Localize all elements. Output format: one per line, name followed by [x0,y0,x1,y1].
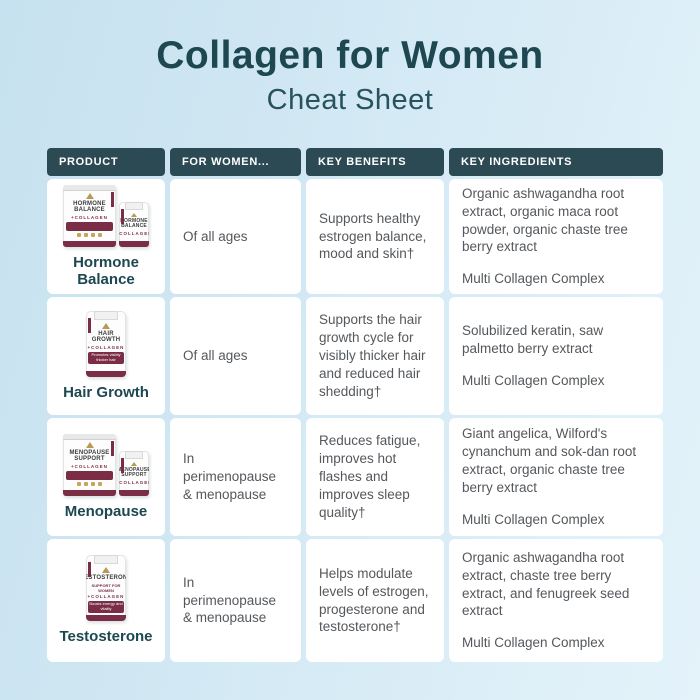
ancient-nutrition-logo-icon [131,212,137,217]
bottle-cap [94,555,118,565]
bottle-collagen-label: +COLLAGEN [119,479,149,485]
bottle-bottom-strip [86,615,126,622]
collagen-complex-text: Multi Collagen Complex [462,372,605,388]
bottle-cap [125,201,143,210]
collagen-complex-text: Multi Collagen Complex [462,511,605,527]
product-name: Menopause [64,502,148,520]
hormone-balance-bottle: HORMONE BALANCE +COLLAGEN [119,201,149,247]
key-benefits-cell: Supports healthy estrogen balance, mood … [306,179,444,294]
testosterone-bottle: TESTOSTERONE SUPPORT FOR WOMEN +COLLAGEN… [86,555,126,622]
bottle-bottom-strip [63,489,116,496]
for-women-text: Of all ages [183,348,248,364]
bottle-collagen-label: +COLLAGEN [71,214,108,220]
bottle-band [66,471,113,481]
header-for-women: FOR WOMEN... [170,148,301,176]
product-image-hair-growth: HAIR GROWTH +COLLAGEN Promotes visibly t… [86,310,126,377]
label-stripe [121,208,124,224]
ingredients-text: Solubilized keratin, saw palmetto berry … [462,323,604,357]
product-cell-hair-growth: HAIR GROWTH +COLLAGEN Promotes visibly t… [47,297,165,415]
key-benefits-text: Reduces fatigue, improves hot flashes an… [319,433,421,520]
bottle-bottom-strip [119,489,149,496]
product-image-hormone-balance: HORMONE BALANCE +COLLAGEN HORMONE BALANC… [63,184,149,247]
ingredients-text: Organic ashwagandha root extract, organi… [462,185,628,255]
bottle-collagen-label: +COLLAGEN [119,230,149,236]
bottle-title: TESTOSTERONE [86,575,126,582]
tub-lid [63,433,116,440]
bottle-collagen-label: +COLLAGEN [71,464,108,470]
bottle-collagen-label: +COLLAGEN [87,345,125,351]
key-ingredients-cell: Organic ashwagandha root extract, chaste… [449,539,663,662]
bottle-bottom-strip [63,240,116,247]
bottle-band [66,221,113,231]
hair-growth-bottle: HAIR GROWTH +COLLAGEN Promotes visibly t… [86,310,126,377]
bottle-title: HORMONE BALANCE [73,200,106,214]
key-benefits-text: Helps modulate levels of estrogen, proge… [319,565,429,635]
ancient-nutrition-logo-icon [102,322,110,329]
menopause-bottle: MENOPAUSE SUPPORT +COLLAGEN [119,450,149,496]
ingredients-text: Giant angelica, Wilford's cynanchum and … [462,426,637,495]
for-women-text: In perimenopause & menopause [183,451,277,502]
bottle-cap [125,450,143,459]
ancient-nutrition-logo-icon [85,441,94,448]
key-benefits-cell: Reduces fatigue, improves hot flashes an… [306,418,444,536]
for-women-cell: Of all ages [170,297,301,415]
product-image-testosterone: TESTOSTERONE SUPPORT FOR WOMEN +COLLAGEN… [86,555,126,622]
collagen-complex-text: Multi Collagen Complex [462,635,605,651]
benefit-icons [77,232,102,237]
for-women-cell: In perimenopause & menopause [170,539,301,662]
collagen-complex-text: Multi Collagen Complex [462,271,605,287]
key-benefits-cell: Supports the hair growth cycle for visib… [306,297,444,415]
label-stripe [121,457,124,473]
label-stripe [88,317,91,333]
bottle-band: Boosts energy and vitality [88,600,124,613]
for-women-text: In perimenopause & menopause [183,574,277,626]
product-name: Hair Growth [63,383,149,401]
key-benefits-text: Supports healthy estrogen balance, mood … [319,210,427,262]
for-women-cell: Of all ages [170,179,301,294]
ancient-nutrition-logo-icon [102,567,110,574]
label-stripe [111,191,114,207]
cheat-sheet-table: PRODUCT FOR WOMEN... KEY BENEFITS KEY IN… [47,148,663,662]
hormone-balance-tub: HORMONE BALANCE +COLLAGEN [63,184,116,247]
title-block: Collagen for Women Cheat Sheet [0,0,700,117]
bottle-cap [94,310,118,320]
bottle-title: HAIR GROWTH [91,330,121,344]
label-stripe [88,562,91,578]
page-title: Collagen for Women [156,34,544,77]
bottle-bottom-strip [86,370,126,377]
key-ingredients-cell: Giant angelica, Wilford's cynanchum and … [449,418,663,536]
bottle-collagen-label: +COLLAGEN [87,593,125,599]
header-product: PRODUCT [47,148,165,176]
bottle-title: MENOPAUSE SUPPORT [69,449,110,463]
ancient-nutrition-logo-icon [85,192,94,199]
key-benefits-text: Supports the hair growth cycle for visib… [319,312,426,399]
product-image-menopause: MENOPAUSE SUPPORT +COLLAGEN MENOPAUSE SU… [63,433,149,496]
header-key-benefits: KEY BENEFITS [306,148,444,176]
bottle-subtitle: SUPPORT FOR WOMEN [91,582,121,593]
key-ingredients-cell: Organic ashwagandha root extract, organi… [449,179,663,294]
ingredients-text: Organic ashwagandha root extract, chaste… [462,549,630,619]
product-cell-testosterone: TESTOSTERONE SUPPORT FOR WOMEN +COLLAGEN… [47,539,165,662]
product-cell-hormone-balance: HORMONE BALANCE +COLLAGEN HORMONE BALANC… [47,179,165,294]
menopause-tub: MENOPAUSE SUPPORT +COLLAGEN [63,433,116,496]
ancient-nutrition-logo-icon [131,461,137,466]
product-cell-menopause: MENOPAUSE SUPPORT +COLLAGEN MENOPAUSE SU… [47,418,165,536]
page-subtitle: Cheat Sheet [266,83,434,116]
benefit-icons [77,482,102,487]
for-women-text: Of all ages [183,228,248,244]
product-name: Testosterone [59,628,153,646]
bottle-band: Promotes visibly thicker hair [88,352,124,364]
bottle-title: HORMONE BALANCE [120,217,148,230]
key-benefits-cell: Helps modulate levels of estrogen, proge… [306,539,444,662]
product-name: Hormone Balance [73,253,139,288]
header-key-ingredients: KEY INGREDIENTS [449,148,663,176]
tub-lid [63,184,116,191]
key-ingredients-cell: Solubilized keratin, saw palmetto berry … [449,297,663,415]
for-women-cell: In perimenopause & menopause [170,418,301,536]
label-stripe [111,440,114,456]
bottle-title: MENOPAUSE SUPPORT [119,466,149,479]
bottle-bottom-strip [119,240,149,247]
